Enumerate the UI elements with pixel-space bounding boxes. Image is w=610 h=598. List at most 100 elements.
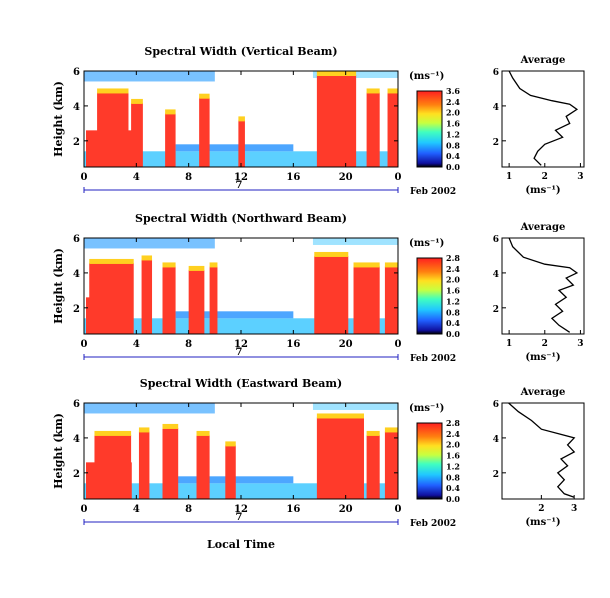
x-axis-label: (ms⁻¹) [525, 517, 560, 528]
y-tick-label: 4 [493, 103, 499, 113]
x-tick-label: 4 [133, 339, 140, 350]
heatmap-cell [131, 98, 143, 104]
x-axis-label-local-time: Local Time [207, 538, 275, 551]
colorbar-tick-label: 0.0 [446, 162, 460, 172]
heatmap-cell [384, 427, 398, 433]
colorbar-tick-label: 1.6 [446, 286, 460, 296]
heatmap-cell [384, 431, 398, 499]
x-tick-label: 2 [542, 339, 548, 349]
heatmap-cell [312, 238, 398, 245]
colorbar-tick-label: 0.4 [446, 318, 460, 328]
heatmap-cell [238, 116, 245, 122]
x-tick-label: 12 [234, 339, 248, 350]
colorbar [416, 90, 443, 168]
y-tick-label: 4 [493, 435, 499, 445]
heatmap-cell [353, 266, 380, 334]
heatmap-cell [209, 266, 218, 334]
y-tick-label: 4 [73, 269, 80, 280]
heatmap-cell [97, 88, 129, 94]
heatmap-title: Spectral Width (Eastward Beam) [140, 377, 342, 390]
x-tick-label: 16 [286, 339, 300, 350]
average-panel: Average 6 4 2 2 3 (ms⁻¹) [493, 387, 585, 528]
x-tick-label: 20 [339, 172, 353, 183]
heatmap-cell [366, 430, 380, 436]
colorbar-tick-label: 2.8 [446, 418, 460, 428]
x-tick-label: 2 [538, 504, 544, 514]
average-profile-line [508, 70, 579, 166]
colorbar-tick-label: 0.0 [446, 494, 460, 504]
heatmap-cell [316, 417, 364, 499]
heatmap-cell [162, 262, 176, 268]
x-tick-label: 8 [185, 504, 192, 515]
heatmap-cell [188, 265, 205, 271]
x-tick-label: 3 [577, 172, 583, 182]
x-tick-label: 8 [185, 172, 192, 183]
colorbar-unit: (ms⁻¹) [409, 403, 444, 414]
date-label: Feb 2002 [410, 354, 456, 364]
heatmap-cell [209, 262, 218, 268]
x-tick-label: 3 [571, 504, 577, 514]
y-axis-label: Height (km) [52, 413, 65, 489]
y-tick-label: 6 [493, 68, 499, 78]
date-label: Feb 2002 [410, 187, 456, 197]
heatmap-cell [196, 430, 210, 436]
y-tick-label: 6 [493, 400, 499, 410]
heatmap-cell [162, 427, 179, 499]
colorbar-tick-label: 0.4 [446, 483, 460, 493]
heatmap-cell [131, 102, 143, 167]
day-label: 7 [236, 512, 243, 523]
heatmap-cell [138, 431, 150, 499]
colorbar-tick-label: 3.6 [446, 86, 460, 96]
x-tick-label: 20 [339, 504, 353, 515]
heatmap-title: Spectral Width (Northward Beam) [135, 212, 347, 225]
heatmap-cell [353, 262, 380, 268]
y-axis-label: Height (km) [52, 248, 65, 324]
x-tick-label: 12 [234, 172, 248, 183]
day-label: 7 [236, 180, 243, 191]
y-tick-label: 4 [493, 270, 499, 280]
average-panel: Average 6 4 2 1 2 3 (ms⁻¹) [493, 222, 585, 363]
y-tick-label: 2 [73, 469, 80, 480]
colorbar-tick-label: 1.6 [446, 119, 460, 129]
heatmap-cell [162, 266, 176, 334]
x-tick-label: 0 [395, 172, 402, 183]
x-tick-label: 16 [286, 504, 300, 515]
heatmap-cell [141, 255, 153, 261]
colorbar-tick-label: 2.0 [446, 108, 460, 118]
x-tick-label: 0 [81, 172, 88, 183]
heatmap-cell [84, 238, 215, 249]
x-tick-label: 0 [395, 339, 402, 350]
heatmap-cell [86, 130, 132, 167]
y-tick-label: 4 [73, 434, 80, 445]
heatmap-cell [314, 255, 349, 334]
x-axis-label: (ms⁻¹) [525, 352, 560, 363]
x-tick-label: 2 [542, 172, 548, 182]
heatmap-cell [94, 430, 132, 436]
heatmap-cell [387, 88, 398, 94]
heatmap-cell [387, 92, 398, 167]
day-label: 7 [236, 347, 243, 358]
heatmap-title: Spectral Width (Vertical Beam) [144, 45, 337, 58]
heatmap-cell [366, 88, 380, 94]
x-tick-label: 1 [506, 172, 512, 182]
average-title: Average [520, 387, 566, 398]
colorbar-tick-label: 0.8 [446, 140, 460, 150]
heatmap-cell [225, 445, 236, 499]
heatmap-cell [314, 251, 349, 257]
average-frame [501, 70, 585, 168]
x-tick-label: 3 [577, 339, 583, 349]
x-tick-label: 4 [133, 504, 140, 515]
average-frame [501, 402, 585, 500]
y-tick-label: 2 [73, 304, 80, 315]
y-tick-label: 6 [493, 235, 499, 245]
colorbar-tick-label: 2.0 [446, 440, 460, 450]
colorbar-tick-label: 0.0 [446, 329, 460, 339]
heatmap-cell [138, 427, 150, 433]
colorbar-tick-label: 1.6 [446, 451, 460, 461]
x-tick-label: 12 [234, 504, 248, 515]
heatmap-cell [316, 71, 357, 76]
x-tick-label: 0 [81, 339, 88, 350]
